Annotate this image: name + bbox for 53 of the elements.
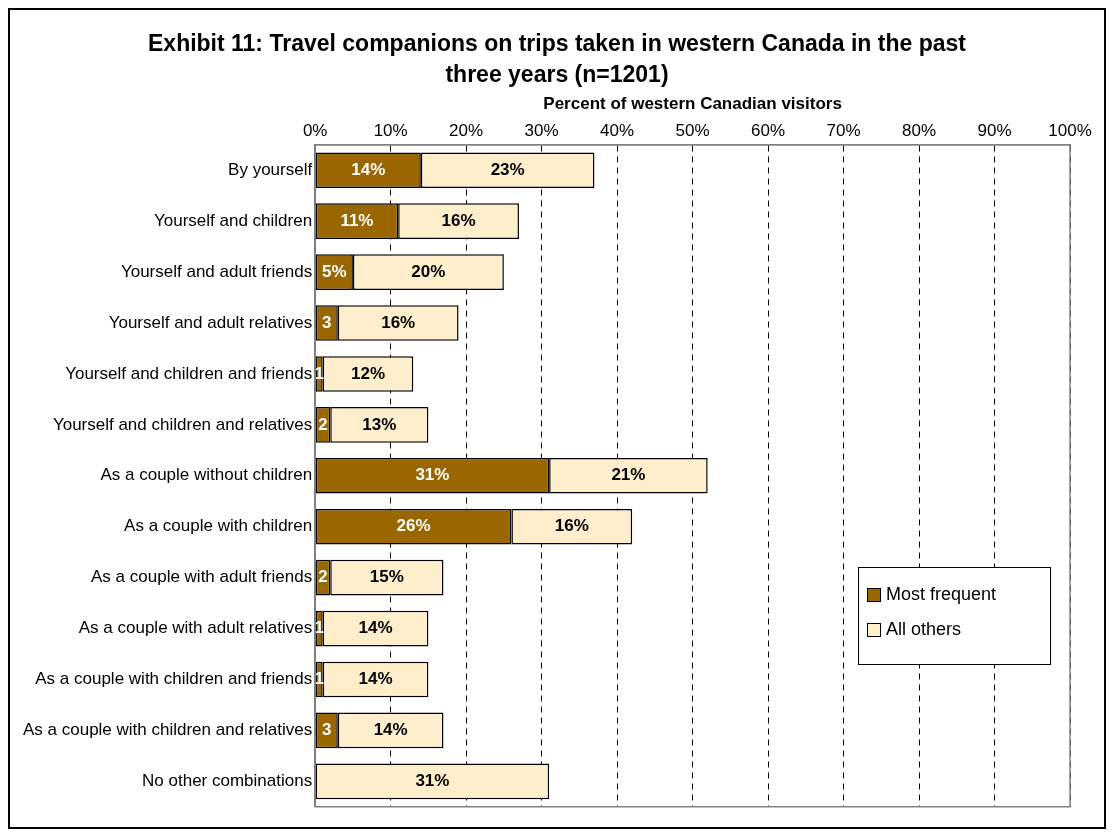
x-axis-title: Percent of western Canadian visitors <box>543 93 842 113</box>
x-tick-label: 10% <box>373 121 408 141</box>
y-tick-label: No other combinations <box>142 771 313 791</box>
data-label: 14% <box>373 720 408 740</box>
y-tick-label: As a couple with adult relatives <box>78 618 313 638</box>
data-label: 15% <box>369 567 404 587</box>
data-label: 1 <box>314 618 324 638</box>
data-label: 5% <box>321 261 347 281</box>
x-tick-label: 70% <box>826 121 861 141</box>
data-label: 13% <box>362 414 397 434</box>
data-label: 16% <box>441 210 476 230</box>
x-tick-label: 80% <box>902 121 937 141</box>
data-label: 14% <box>358 669 393 689</box>
x-tick-label: 50% <box>675 121 710 141</box>
data-label: 3 <box>322 720 332 740</box>
data-label: 3 <box>322 312 332 332</box>
x-tick-label: 100% <box>1048 121 1092 141</box>
y-tick-label: Yourself and adult relatives <box>108 312 313 332</box>
data-label: 16% <box>381 312 416 332</box>
y-tick-label: As a couple with children <box>124 516 313 536</box>
data-label: 23% <box>490 159 525 179</box>
data-label: 26% <box>396 516 431 536</box>
data-label: 31% <box>415 465 450 485</box>
x-tick-label: 20% <box>449 121 484 141</box>
legend-label: Most frequent <box>886 584 997 606</box>
x-tick-label: 60% <box>751 121 786 141</box>
y-tick-label: Yourself and children and relatives <box>52 414 313 434</box>
y-tick-label: As a couple with children and relatives <box>22 720 313 740</box>
y-tick-label: As a couple without children <box>100 465 313 485</box>
data-label: 20% <box>411 261 446 281</box>
x-tick-label: 30% <box>524 121 559 141</box>
y-tick-label: Yourself and adult friends <box>120 261 313 281</box>
data-label: 16% <box>554 516 589 536</box>
legend-label: All others <box>886 619 962 641</box>
x-tick-label: 0% <box>302 121 328 141</box>
data-label: 12% <box>350 363 386 383</box>
y-tick-label: As a couple with children and friends <box>35 669 313 689</box>
data-label: 1 <box>314 669 324 689</box>
data-label: 11% <box>340 210 374 230</box>
y-tick-label: As a couple with adult friends <box>91 567 313 587</box>
data-label: 21% <box>611 465 646 485</box>
data-label: 14% <box>358 618 393 638</box>
data-label: 2 <box>318 567 328 587</box>
y-tick-label: By yourself <box>228 159 313 179</box>
data-label: 14% <box>351 159 386 179</box>
data-label: 31% <box>415 771 450 791</box>
data-label: 1 <box>314 363 324 383</box>
data-label: 2 <box>318 414 328 434</box>
x-tick-label: 90% <box>977 121 1012 141</box>
y-tick-label: Yourself and children <box>154 210 313 230</box>
y-tick-label: Yourself and children and friends <box>65 363 313 383</box>
chart-title: Exhibit 11: Travel companions on trips taken in western Canada in the past three years (n=1201) <box>147 29 967 89</box>
x-tick-label: 40% <box>600 121 635 141</box>
